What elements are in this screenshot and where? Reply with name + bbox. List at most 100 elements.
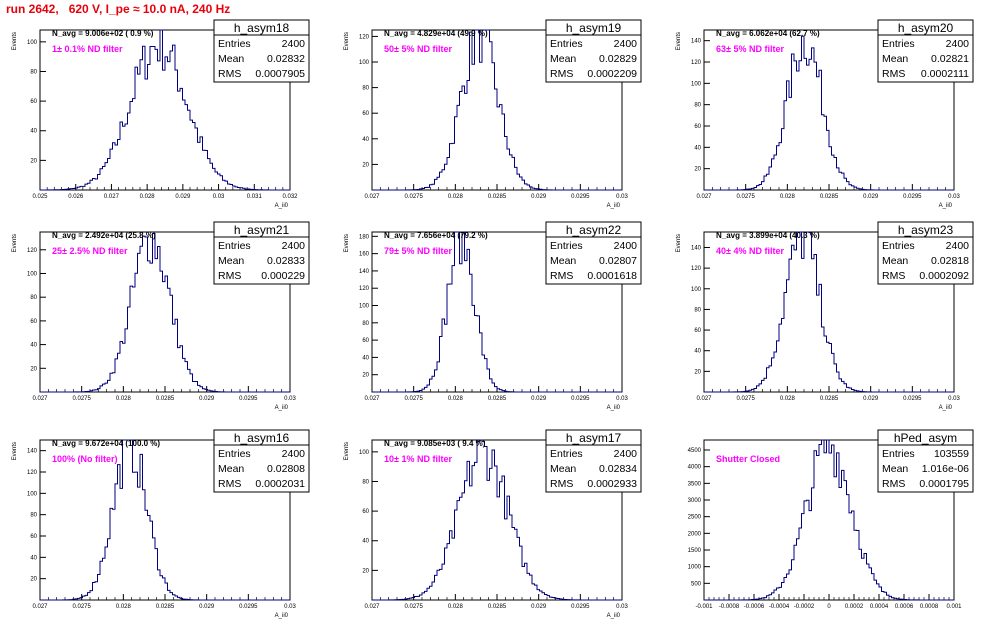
x-axis-label: A_ii0	[275, 405, 289, 411]
stats-entries-label: Entries	[218, 38, 251, 50]
stats-box: h_asym22 Entries 2400 Mean 0.02807 RMS 0.00016…	[545, 221, 642, 285]
x-tick-label: 0.028	[140, 194, 156, 200]
navg-label: N_avg = 7.656e+04 (79.2 %)	[384, 231, 488, 240]
stats-box-frame	[545, 19, 642, 83]
y-tick-label: 60	[362, 111, 369, 117]
x-tick-label: 0.0275	[736, 396, 755, 402]
x-tick-label: 0.03	[213, 194, 225, 200]
stats-title: h_asym20	[898, 21, 954, 35]
histogram-hPed_asym: -0.001 -0.0008 -0.0006 -0.0004 -0.0002 0 0.000…	[688, 429, 974, 610]
x-tick-label: 0.029	[863, 396, 879, 402]
x-tick-label: 0.031	[247, 194, 263, 200]
x-tick-label: -0.001	[695, 604, 713, 610]
x-tick-label: 0.0285	[488, 194, 507, 200]
x-tick-label: 0.0295	[903, 396, 922, 402]
stats-rms-value: 0.0002111	[921, 68, 969, 80]
x-tick-label: 0.03	[284, 604, 296, 610]
histogram-series	[40, 233, 290, 393]
x-tick-label: 0.027	[32, 396, 48, 402]
stats-mean-value: 0.02833	[267, 255, 305, 267]
x-tick-label: 0.0275	[72, 604, 91, 610]
stats-mean-label: Mean	[550, 53, 576, 65]
stats-mean-value: 0.02808	[267, 463, 305, 475]
x-axis-label: A_ii0	[939, 405, 953, 411]
y-tick-label: 1000	[688, 565, 702, 571]
navg-label: N_avg = 9.085e+03 ( 9.4 %)	[384, 439, 486, 448]
stats-box-frame	[877, 429, 974, 493]
stats-title: h_asym19	[566, 21, 622, 35]
stats-box: h_asym18 Entries 2400 Mean 0.02832 RMS 0.00079…	[213, 19, 310, 83]
x-tick-label: -0.0006	[744, 604, 765, 610]
y-tick-label: 100	[691, 81, 702, 87]
y-tick-label: 20	[362, 373, 369, 379]
navg-label: N_avg = 3.899e+04 (40.3 %)	[716, 231, 820, 240]
y-tick-label: 120	[359, 34, 370, 40]
y-axis-label: Events	[12, 234, 18, 252]
x-tick-label: 0.029	[531, 604, 547, 610]
y-tick-label: 1500	[688, 548, 702, 554]
x-tick-label: 0.001	[946, 604, 962, 610]
y-axis-label: Events	[12, 442, 18, 460]
y-tick-label: 500	[691, 581, 702, 587]
histogram-h_asym20: 0.027 0.0275 0.028 0.0285 0.029 0.0295 0.03 20 4…	[676, 19, 974, 209]
x-tick-label: -0.0002	[794, 604, 815, 610]
y-tick-label: 100	[359, 450, 370, 456]
y-tick-label: 20	[30, 366, 37, 372]
y-tick-label: 20	[362, 568, 369, 574]
stats-rms-value: 0.0001795	[919, 478, 969, 490]
y-tick-label: 160	[359, 252, 370, 258]
y-tick-label: 20	[30, 577, 37, 583]
x-tick-label: 0.028	[116, 396, 132, 402]
stats-box-frame	[877, 19, 974, 83]
x-tick-label: 0.0295	[239, 604, 258, 610]
y-tick-label: 40	[362, 137, 369, 143]
stats-entries-value: 103559	[934, 448, 969, 460]
stats-title: h_asym17	[566, 431, 622, 445]
x-tick-label: 0.028	[448, 396, 464, 402]
stats-entries-label: Entries	[550, 240, 583, 252]
x-tick-label: 0.029	[531, 396, 547, 402]
x-axis-label: A_ii0	[275, 203, 289, 209]
stats-box: h_asym21 Entries 2400 Mean 0.02833 RMS 0.00022…	[213, 221, 310, 285]
stats-entries-label: Entries	[882, 448, 915, 460]
stats-title: h_asym16	[234, 431, 290, 445]
stats-rms-label: RMS	[882, 270, 905, 282]
x-tick-label: 0.027	[364, 194, 380, 200]
stats-box: h_asym23 Entries 2400 Mean 0.02818 RMS 0.00020…	[877, 221, 974, 285]
stats-entries-value: 2400	[614, 240, 638, 252]
x-tick-label: 0.027	[364, 396, 380, 402]
y-tick-label: 120	[27, 248, 38, 254]
stats-entries-label: Entries	[218, 240, 251, 252]
stats-rms-label: RMS	[218, 270, 241, 282]
y-tick-label: 100	[27, 271, 38, 277]
x-axis-label: A_ii0	[275, 613, 289, 619]
navg-label: N_avg = 2.492e+04 (25.8 %)	[52, 231, 156, 240]
y-tick-label: 100	[27, 40, 38, 46]
x-tick-label: 0.0285	[488, 396, 507, 402]
x-tick-label: 0.0002	[845, 604, 864, 610]
stats-mean-label: Mean	[550, 463, 576, 475]
x-tick-label: 0.0285	[820, 194, 839, 200]
x-tick-label: 0	[827, 604, 831, 610]
x-tick-label: 0.029	[863, 194, 879, 200]
y-tick-label: 120	[27, 470, 38, 476]
y-axis-label: Events	[12, 32, 18, 50]
x-tick-label: 0.032	[282, 194, 298, 200]
y-axis-label: Events	[344, 442, 350, 460]
stats-mean-value: 0.02818	[931, 255, 969, 267]
stats-entries-label: Entries	[882, 240, 915, 252]
y-tick-label: 3000	[688, 498, 702, 504]
stats-box-frame	[213, 19, 310, 83]
histogram-series	[704, 439, 954, 601]
stats-box-frame	[213, 221, 310, 285]
stats-mean-label: Mean	[550, 255, 576, 267]
stats-entries-value: 2400	[614, 38, 638, 50]
stats-mean-value: 0.02834	[599, 463, 637, 475]
x-tick-label: 0.03	[948, 194, 960, 200]
x-tick-label: -0.0004	[769, 604, 790, 610]
y-tick-label: 100	[359, 304, 370, 310]
x-tick-label: 0.0285	[156, 396, 175, 402]
histogram-series	[371, 439, 622, 601]
y-tick-label: 80	[362, 86, 369, 92]
